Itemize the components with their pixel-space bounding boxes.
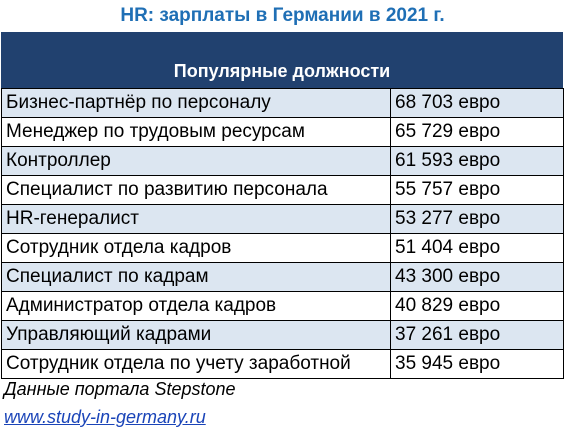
- source-note: Данные портала Stepstone: [4, 379, 236, 399]
- salary-cell: 61 593 евро: [390, 146, 564, 176]
- table-row: Управляющий кадрами 37 261 евро: [1, 320, 564, 350]
- salary-cell: 40 829 евро: [390, 291, 564, 321]
- table-row: Сотрудник отдела по учету заработной 35 …: [1, 349, 564, 379]
- salary-cell: 65 729 евро: [390, 117, 564, 147]
- table-row: Специалист по развитию персонала 55 757 …: [1, 175, 564, 205]
- salary-cell: 43 300 евро: [390, 262, 564, 292]
- position-cell: Сотрудник отдела по учету заработной: [1, 349, 391, 379]
- table-header: Популярные должности: [1, 32, 563, 88]
- table-row: Администратор отдела кадров 40 829 евро: [1, 291, 564, 321]
- salary-cell: 53 277 евро: [390, 204, 564, 234]
- position-cell: HR-генералист: [1, 204, 391, 234]
- table-row: Сотрудник отдела кадров 51 404 евро: [1, 233, 564, 263]
- page-title: HR: зарплаты в Германии в 2021 г.: [120, 5, 445, 26]
- position-cell: Администратор отдела кадров: [1, 291, 391, 321]
- position-cell: Управляющий кадрами: [1, 320, 391, 350]
- table-row: HR-генералист 53 277 евро: [1, 204, 564, 234]
- salary-table: Бизнес-партнёр по персоналу 68 703 евро …: [1, 88, 564, 379]
- position-cell: Контроллер: [1, 146, 391, 176]
- website-link[interactable]: www.study-in-germany.ru: [4, 407, 206, 427]
- salary-cell: 35 945 евро: [390, 349, 564, 379]
- table-row: Специалист по кадрам 43 300 евро: [1, 262, 564, 292]
- position-cell: Бизнес-партнёр по персоналу: [1, 88, 391, 118]
- table-row: Бизнес-партнёр по персоналу 68 703 евро: [1, 88, 564, 118]
- salary-cell: 51 404 евро: [390, 233, 564, 263]
- table-row: Контроллер 61 593 евро: [1, 146, 564, 176]
- table-header-label: Популярные должности: [173, 61, 391, 81]
- position-cell: Специалист по кадрам: [1, 262, 391, 292]
- salary-cell: 37 261 евро: [390, 320, 564, 350]
- position-cell: Сотрудник отдела кадров: [1, 233, 391, 263]
- position-cell: Специалист по развитию персонала: [1, 175, 391, 205]
- table-row: Менеджер по трудовым ресурсам 65 729 евр…: [1, 117, 564, 147]
- position-cell: Менеджер по трудовым ресурсам: [1, 117, 391, 147]
- salary-cell: 68 703 евро: [390, 88, 564, 118]
- salary-cell: 55 757 евро: [390, 175, 564, 205]
